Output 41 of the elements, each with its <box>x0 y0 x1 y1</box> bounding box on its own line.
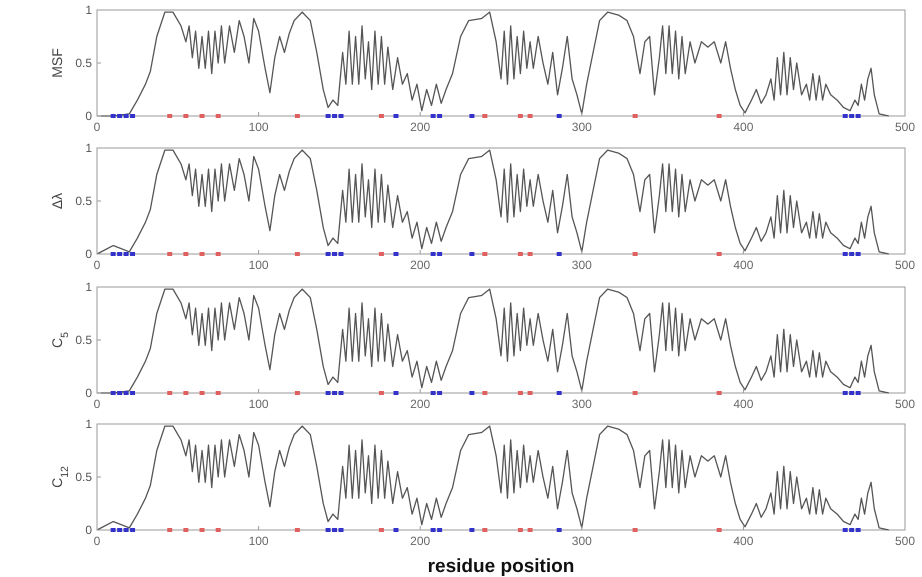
x-tick-label: 100 <box>248 397 269 411</box>
y-tick-label: 1 <box>85 280 92 294</box>
x-tick-label: 200 <box>410 120 431 134</box>
y-tick-label: 0.5 <box>75 470 92 484</box>
y-tick-label: 1 <box>85 3 92 17</box>
y-axis-title: MSF <box>49 48 65 78</box>
x-tick-label: 400 <box>733 120 754 134</box>
x-tick-label: 200 <box>410 534 431 548</box>
x-tick-label: 200 <box>410 258 431 272</box>
y-tick-label: 0 <box>85 523 92 537</box>
x-tick-label: 500 <box>894 120 916 134</box>
y-tick-label: 0 <box>85 109 92 123</box>
x-tick-label: 500 <box>894 397 916 411</box>
x-tick-label: 100 <box>248 120 269 134</box>
y-tick-label: 1 <box>85 417 92 431</box>
line-series <box>96 425 890 531</box>
y-tick-label: 0.5 <box>75 333 92 347</box>
y-tick-label: 0 <box>85 247 92 261</box>
x-tick-label: 400 <box>733 258 754 272</box>
y-tick-label: 0.5 <box>75 56 92 70</box>
y-tick-label: 1 <box>85 141 92 155</box>
x-tick-label: 300 <box>572 120 592 134</box>
x-tick-label: 200 <box>410 397 431 411</box>
x-tick-label: 300 <box>572 397 592 411</box>
y-axis-title: Δλ <box>49 192 65 210</box>
y-tick-label: 0.5 <box>75 194 92 208</box>
x-tick-label: 500 <box>894 258 916 272</box>
x-tick-label: 0 <box>94 258 101 272</box>
x-tick-label: 0 <box>94 397 101 411</box>
x-tick-label: 0 <box>94 120 101 134</box>
x-tick-label: 100 <box>248 258 269 272</box>
line-series <box>96 149 890 255</box>
x-tick-label: 400 <box>733 534 754 548</box>
x-axis-title: residue position <box>428 556 574 577</box>
x-tick-label: 100 <box>248 534 269 548</box>
x-tick-label: 500 <box>894 534 916 548</box>
x-tick-label: 300 <box>572 258 592 272</box>
x-tick-label: 300 <box>572 534 592 548</box>
x-tick-label: 0 <box>94 534 101 548</box>
x-tick-label: 400 <box>733 397 754 411</box>
y-tick-label: 0 <box>85 386 92 400</box>
